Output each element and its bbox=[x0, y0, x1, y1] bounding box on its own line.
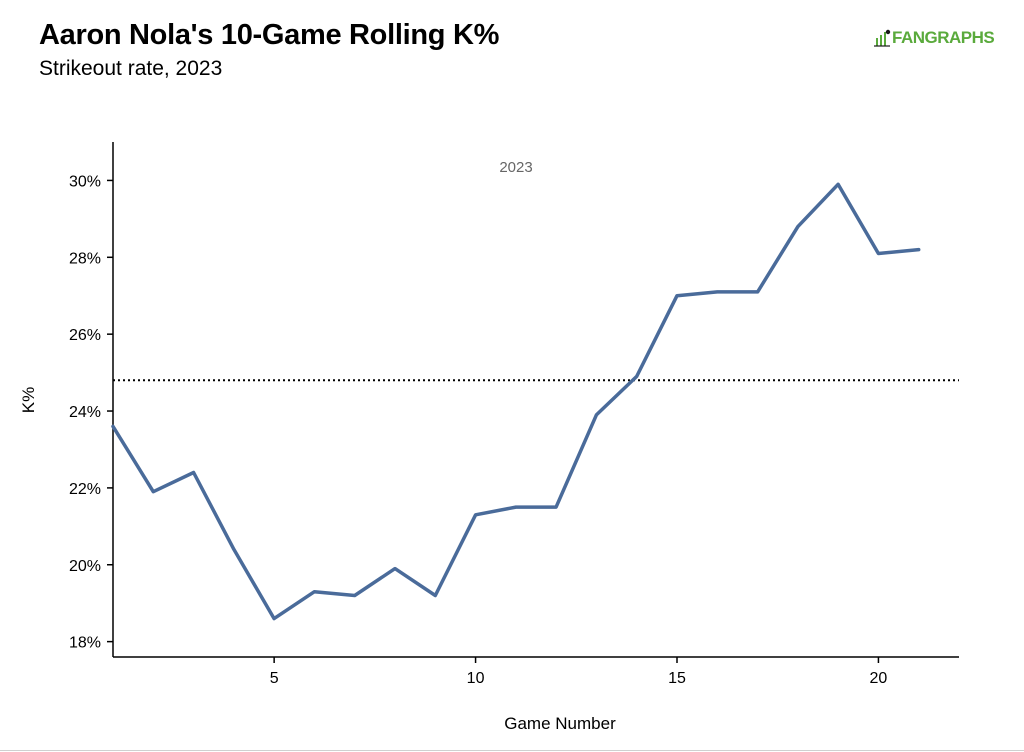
data-point bbox=[111, 425, 115, 429]
data-point bbox=[313, 590, 317, 594]
data-point bbox=[796, 225, 800, 229]
x-tick-label: 5 bbox=[270, 670, 279, 687]
data-point bbox=[715, 290, 719, 294]
data-point bbox=[474, 513, 478, 517]
data-point bbox=[232, 548, 236, 552]
data-point bbox=[917, 248, 921, 252]
data-point bbox=[756, 290, 760, 294]
y-tick-label: 22% bbox=[69, 481, 101, 498]
y-axis: 18% 20% 22% 24% 26% 28% 30% bbox=[69, 142, 114, 657]
y-tick-label: 20% bbox=[69, 558, 101, 575]
batter-icon bbox=[874, 29, 891, 47]
x-tick-label: 15 bbox=[668, 670, 686, 687]
x-axis: 5 10 15 20 bbox=[113, 656, 959, 687]
x-tick-label: 10 bbox=[467, 670, 485, 687]
bottom-divider bbox=[0, 750, 1024, 751]
data-point bbox=[514, 505, 518, 509]
data-point bbox=[433, 594, 437, 598]
rolling-k-pct-line bbox=[111, 182, 921, 621]
y-tick-label: 28% bbox=[69, 250, 101, 267]
data-point bbox=[353, 594, 357, 598]
data-point bbox=[272, 617, 276, 621]
x-axis-title: Game Number bbox=[504, 714, 616, 733]
y-tick-label: 18% bbox=[69, 635, 101, 652]
data-point bbox=[554, 505, 558, 509]
fangraphs-logo[interactable]: FANGRAPHS bbox=[874, 28, 995, 48]
y-tick-label: 26% bbox=[69, 327, 101, 344]
data-point bbox=[595, 413, 599, 417]
data-point bbox=[192, 471, 196, 475]
chart-subtitle: Strikeout rate, 2023 bbox=[39, 57, 223, 80]
data-point bbox=[151, 490, 155, 494]
data-point bbox=[836, 182, 840, 186]
data-point bbox=[675, 294, 679, 298]
data-point bbox=[635, 375, 639, 379]
logo-text: FANGRAPHS bbox=[892, 28, 995, 47]
data-point bbox=[877, 252, 881, 256]
data-point bbox=[393, 567, 397, 571]
x-tick-label: 20 bbox=[870, 670, 888, 687]
y-tick-label: 30% bbox=[69, 173, 101, 190]
chart-title: Aaron Nola's 10-Game Rolling K% bbox=[39, 19, 500, 51]
y-axis-title: K% bbox=[19, 387, 38, 413]
facet-label: 2023 bbox=[499, 159, 532, 176]
y-tick-label: 24% bbox=[69, 404, 101, 421]
